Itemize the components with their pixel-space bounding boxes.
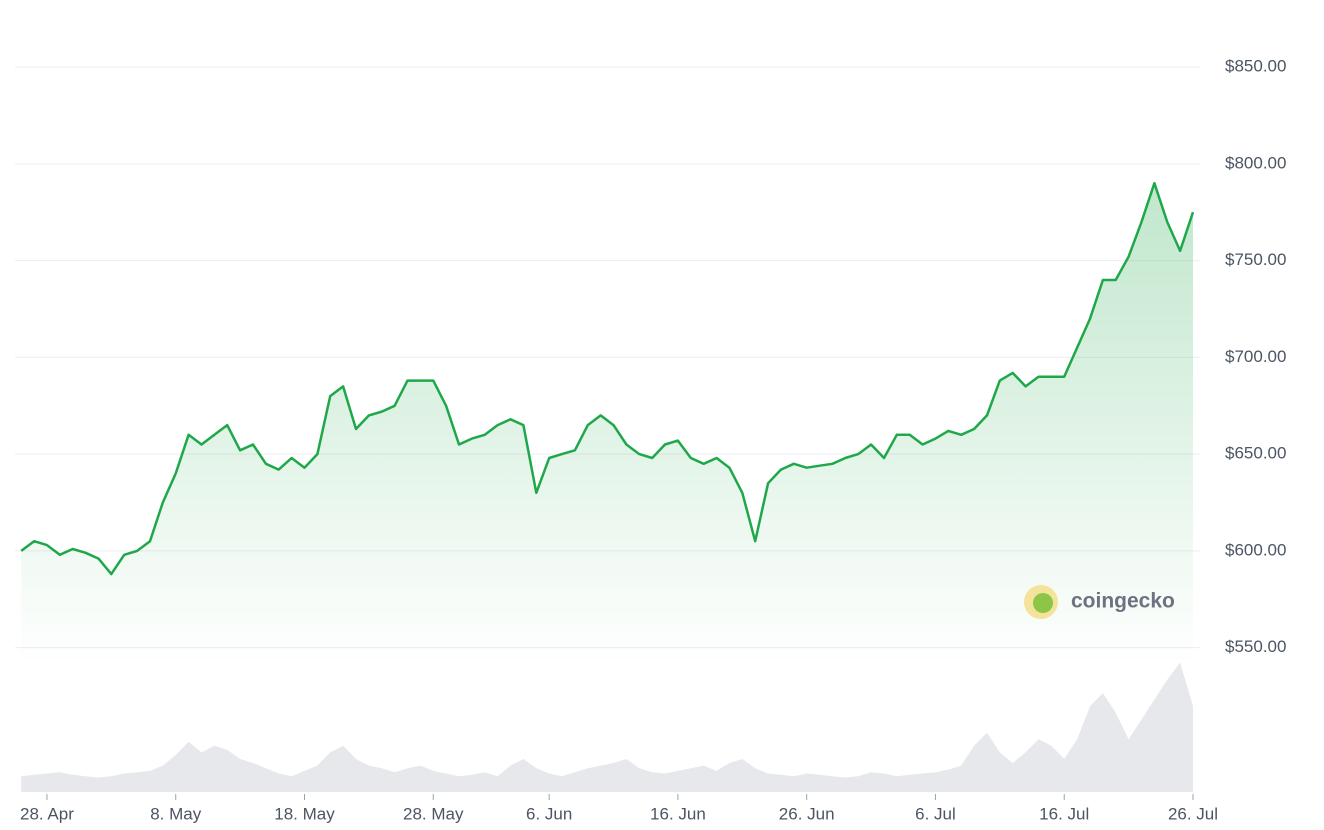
y-tick-label: $650.00 [1225, 444, 1286, 463]
watermark: coingecko [1024, 585, 1175, 619]
volume-area [21, 662, 1194, 792]
area-layer [20, 181, 1195, 667]
watermark-logo-inner [1033, 593, 1053, 613]
price-area [21, 183, 1194, 667]
x-tick-label: 26. Jun [779, 804, 835, 823]
x-tick-label: 6. Jun [526, 804, 572, 823]
y-tick-label: $850.00 [1225, 57, 1286, 76]
volume-layer [21, 662, 1194, 792]
y-tick-label: $550.00 [1225, 637, 1286, 656]
y-tick-label: $600.00 [1225, 540, 1286, 559]
price-line [20, 181, 1195, 576]
watermark-text: coingecko [1071, 590, 1175, 613]
y-tick-label: $800.00 [1225, 153, 1286, 172]
y-tick-label: $700.00 [1225, 347, 1286, 366]
x-tick-label: 26. Jul [1168, 804, 1218, 823]
x-tick-label: 18. May [274, 804, 335, 823]
x-tick-label: 16. Jul [1039, 804, 1089, 823]
x-tick-label: 8. May [150, 804, 202, 823]
y-tick-label: $750.00 [1225, 250, 1286, 269]
x-tick-label: 28. Apr [20, 804, 74, 823]
axes: $550.00 $600.00 $650.00 $700.00 $750.00 $800.… [20, 57, 1286, 824]
x-tick-label: 6. Jul [915, 804, 956, 823]
x-tick-label: 28. May [403, 804, 464, 823]
x-tick-label: 16. Jun [650, 804, 706, 823]
